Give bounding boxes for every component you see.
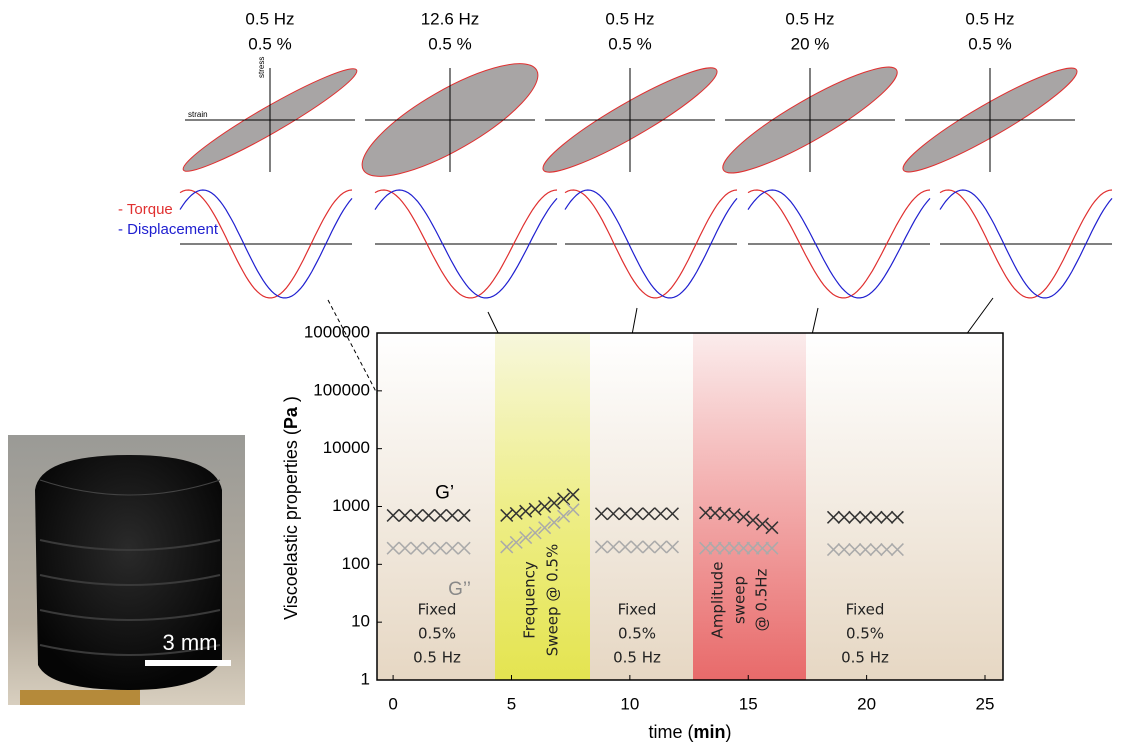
x-tick-label: 20 — [857, 694, 876, 713]
x-tick-label: 0 — [388, 694, 397, 713]
series-label: G’ — [435, 482, 454, 503]
region-label: 0.5% — [618, 625, 656, 643]
region-label: Fixed — [846, 601, 885, 619]
panel-frequency: 0.5 Hz — [785, 9, 834, 28]
y-axis-label-part: ) — [281, 396, 301, 407]
region-label: Frequency — [521, 561, 539, 639]
x-axis-label-part: ) — [726, 722, 732, 742]
y-axis-label-part: Viscoelastic properties ( — [281, 429, 301, 620]
x-tick-label: 5 — [507, 694, 516, 713]
torque-legend: - Torque — [118, 201, 173, 218]
x-axis-label: time (min) — [648, 722, 731, 742]
y-tick-label: 10 — [351, 612, 370, 631]
x-axis-label-part: time ( — [648, 722, 693, 742]
x-tick-label: 15 — [739, 694, 758, 713]
y-tick-label: 1 — [361, 669, 370, 688]
region-label: Amplitude — [709, 562, 727, 639]
region-label: @ 0.5Hz — [753, 568, 771, 631]
y-tick-label: 100 — [342, 554, 370, 573]
y-tick-label: 1000000 — [304, 322, 370, 341]
y-axis-label: Viscoelastic properties (Pa ) — [281, 396, 301, 620]
panel-frequency: 0.5 Hz — [245, 9, 294, 28]
region-label: sweep — [731, 576, 749, 624]
region-label: Fixed — [618, 601, 657, 619]
panel-amplitude: 0.5 % — [428, 34, 471, 53]
panel-amplitude: 0.5 % — [968, 34, 1011, 53]
scale-bar — [145, 660, 231, 666]
y-tick-label: 100000 — [313, 380, 370, 399]
x-tick-label: 10 — [620, 694, 639, 713]
figure: 3 mm - Torque - Displacement strain stre… — [0, 0, 1121, 746]
panel-amplitude: 20 % — [791, 34, 830, 53]
scale-label: 3 mm — [163, 630, 218, 655]
stress-label: stress — [257, 57, 266, 78]
y-axis-label-part: Pa — [281, 406, 301, 429]
region-label: 0.5 Hz — [413, 649, 461, 667]
series-label: G’’ — [448, 579, 471, 600]
region-label: Fixed — [418, 601, 457, 619]
panel-frequency: 0.5 Hz — [965, 9, 1014, 28]
plot-background — [377, 333, 1003, 680]
panel-amplitude: 0.5 % — [248, 34, 291, 53]
region-label: 0.5% — [846, 625, 884, 643]
panel-frequency: 12.6 Hz — [421, 9, 480, 28]
region-label: 0.5 Hz — [613, 649, 661, 667]
strain-label: strain — [188, 110, 208, 119]
photo: 3 mm — [8, 435, 245, 705]
displacement-legend: - Displacement — [118, 221, 219, 238]
y-tick-label: 10000 — [323, 438, 370, 457]
region-label: Sweep @ 0.5% — [544, 544, 562, 656]
region-label: 0.5% — [418, 625, 456, 643]
panel-frequency: 0.5 Hz — [605, 9, 654, 28]
x-axis-label-part: min — [693, 722, 725, 742]
x-tick-label: 25 — [976, 694, 995, 713]
panel-amplitude: 0.5 % — [608, 34, 651, 53]
y-tick-label: 1000 — [332, 496, 370, 515]
region-label: 0.5 Hz — [841, 649, 889, 667]
